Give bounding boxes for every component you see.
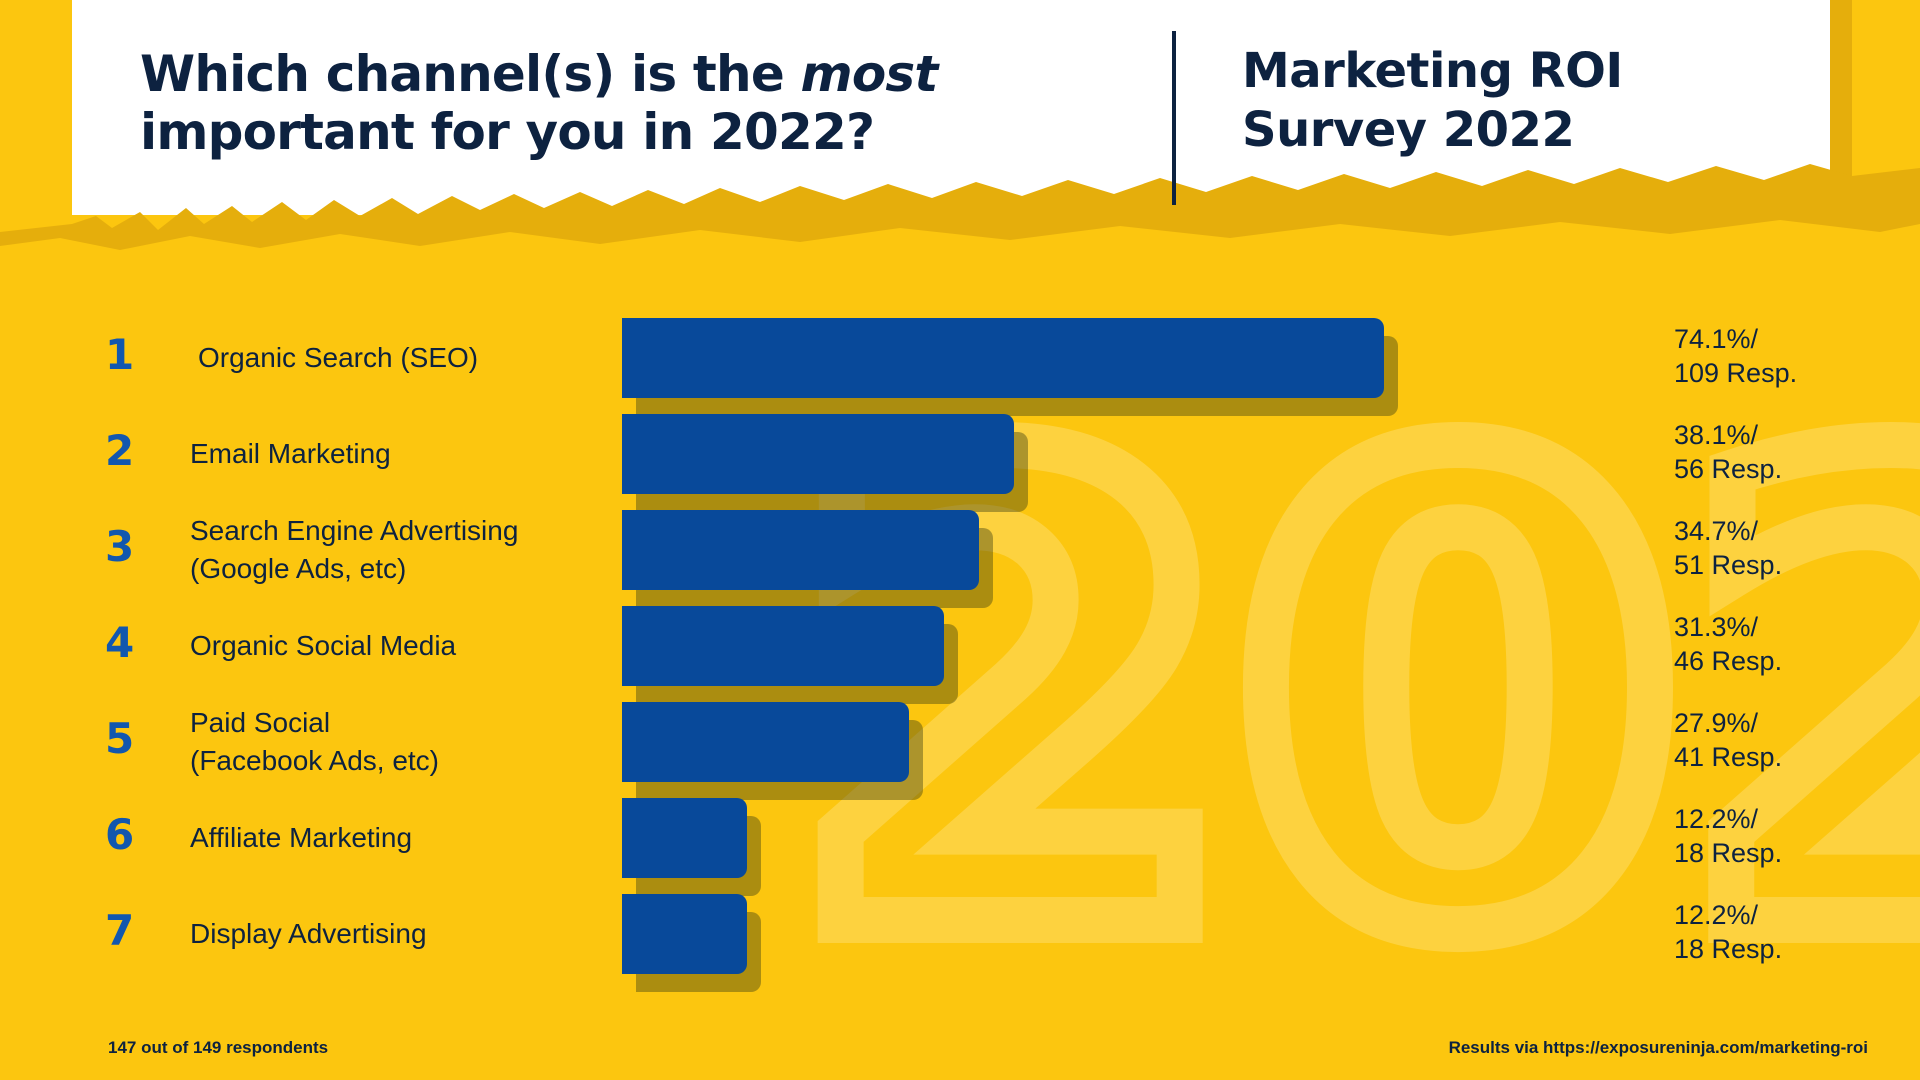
value-label: 38.1%/ 56 Resp.	[1674, 418, 1914, 487]
bar-container	[622, 414, 1034, 514]
bar	[622, 894, 747, 974]
bar	[622, 318, 1384, 398]
channel-label: Organic Search (SEO)	[198, 339, 628, 377]
value-label: 34.7%/ 51 Resp.	[1674, 514, 1914, 583]
bar	[622, 702, 909, 782]
rank-number: 7	[105, 906, 135, 955]
page-title-emphasis: most	[800, 45, 939, 103]
bar	[622, 606, 944, 686]
value-percent: 12.2%/	[1674, 900, 1759, 930]
value-percent: 38.1%/	[1674, 420, 1759, 450]
rank-number: 1	[105, 330, 135, 379]
bar-container	[622, 318, 1404, 418]
value-percent: 12.2%/	[1674, 804, 1759, 834]
channel-label: Search Engine Advertising (Google Ads, et…	[190, 512, 620, 587]
value-responses: 46 Resp.	[1674, 646, 1783, 677]
page-title: Which channel(s) is the most important f…	[140, 45, 1150, 161]
value-label: 12.2%/ 18 Resp.	[1674, 802, 1914, 871]
channel-label-line1: Organic Search (SEO)	[198, 342, 479, 373]
value-responses: 109 Resp.	[1674, 358, 1798, 389]
bar	[622, 798, 747, 878]
rank-number: 5	[105, 714, 135, 763]
torn-paper-edge-icon	[0, 150, 1920, 260]
value-percent: 27.9%/	[1674, 708, 1759, 738]
value-percent: 74.1%/	[1674, 324, 1759, 354]
value-responses: 18 Resp.	[1674, 934, 1783, 965]
channel-label: Display Advertising	[190, 915, 620, 953]
channel-label-line1: Search Engine Advertising	[190, 515, 519, 546]
value-label: 12.2%/ 18 Resp.	[1674, 898, 1914, 967]
channel-label-line1: Email Marketing	[190, 438, 391, 469]
bar-container	[622, 894, 767, 994]
value-percent: 34.7%/	[1674, 516, 1759, 546]
value-label: 31.3%/ 46 Resp.	[1674, 610, 1914, 679]
header-subtitle: Marketing ROI Survey 2022	[1242, 43, 1623, 158]
value-label: 74.1%/ 109 Resp.	[1674, 322, 1914, 391]
channel-label-line1: Paid Social	[190, 707, 331, 738]
rank-number: 3	[105, 522, 135, 571]
bar-container	[622, 510, 999, 610]
page-title-part1: Which channel(s) is the	[140, 45, 801, 103]
header: Which channel(s) is the most important f…	[72, 0, 1830, 215]
channel-label-line2: (Google Ads, etc)	[190, 552, 407, 584]
channel-label-line2: (Facebook Ads, etc)	[190, 744, 440, 776]
channel-label: Paid Social (Facebook Ads, etc)	[190, 704, 620, 779]
page-title-part2: important for you in 2022?	[140, 103, 875, 161]
rank-number: 2	[105, 426, 135, 475]
rank-number: 6	[105, 810, 135, 859]
bar-container	[622, 606, 964, 706]
rank-number: 4	[105, 618, 135, 667]
value-label: 27.9%/ 41 Resp.	[1674, 706, 1914, 775]
value-responses: 18 Resp.	[1674, 838, 1783, 869]
channel-label-line1: Display Advertising	[190, 918, 427, 949]
respondents-note: 147 out of 149 respondents	[108, 1038, 329, 1057]
header-divider	[1172, 31, 1176, 205]
channel-label: Organic Social Media	[190, 627, 620, 665]
value-responses: 56 Resp.	[1674, 454, 1783, 485]
channel-label: Affiliate Marketing	[190, 819, 620, 857]
value-responses: 51 Resp.	[1674, 550, 1783, 581]
channel-label: Email Marketing	[190, 435, 620, 473]
value-responses: 41 Resp.	[1674, 742, 1783, 773]
bar	[622, 414, 1014, 494]
bar-container	[622, 798, 767, 898]
bar-container	[622, 702, 929, 802]
bar	[622, 510, 979, 590]
value-percent: 31.3%/	[1674, 612, 1759, 642]
source-link: Results via https://exposureninja.com/ma…	[1448, 1038, 1868, 1057]
channel-label-line1: Organic Social Media	[190, 630, 457, 661]
channel-label-line1: Affiliate Marketing	[190, 822, 413, 853]
